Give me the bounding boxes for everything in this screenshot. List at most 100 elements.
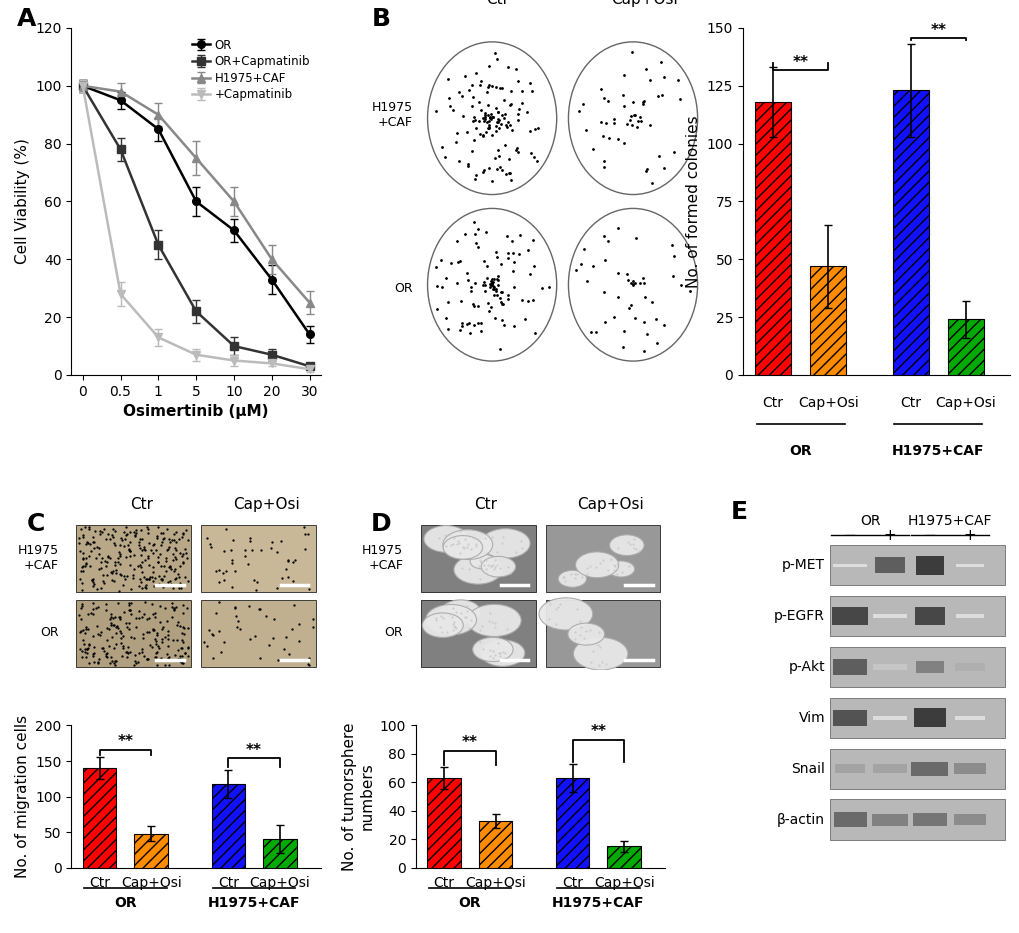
Bar bbox=[872, 664, 906, 670]
Text: **: ** bbox=[590, 723, 606, 739]
Circle shape bbox=[575, 552, 619, 578]
Bar bbox=[947, 319, 982, 375]
Circle shape bbox=[425, 605, 476, 635]
Circle shape bbox=[568, 623, 604, 645]
Bar bbox=[955, 564, 982, 567]
Text: OR: OR bbox=[394, 282, 413, 295]
Text: **: ** bbox=[246, 743, 262, 758]
Circle shape bbox=[480, 640, 525, 666]
Text: Ctr: Ctr bbox=[474, 496, 496, 511]
Circle shape bbox=[481, 556, 515, 577]
Bar bbox=[829, 545, 1004, 586]
Bar bbox=[201, 600, 316, 667]
Circle shape bbox=[467, 605, 521, 636]
Y-axis label: Cell Viability (%): Cell Viability (%) bbox=[14, 138, 30, 264]
Text: Ctr: Ctr bbox=[762, 396, 783, 410]
Text: A: A bbox=[16, 7, 36, 31]
Circle shape bbox=[568, 42, 697, 195]
Text: **: ** bbox=[462, 735, 477, 750]
Circle shape bbox=[568, 208, 697, 361]
Text: Cap+Osi: Cap+Osi bbox=[232, 496, 300, 511]
Text: OR: OR bbox=[789, 444, 811, 458]
Bar bbox=[555, 778, 589, 868]
Text: H1975+CAF: H1975+CAF bbox=[551, 896, 644, 910]
Bar bbox=[427, 778, 461, 868]
Bar bbox=[545, 600, 659, 667]
Bar bbox=[913, 708, 945, 728]
Text: −: − bbox=[843, 528, 856, 543]
Text: H1975+CAF: H1975+CAF bbox=[892, 444, 983, 458]
Bar bbox=[872, 615, 906, 618]
Bar bbox=[829, 800, 1004, 840]
Text: H1975+CAF: H1975+CAF bbox=[208, 896, 300, 910]
Bar bbox=[76, 525, 191, 592]
Bar bbox=[545, 525, 659, 592]
Text: p-EGFR: p-EGFR bbox=[773, 609, 824, 623]
Text: B: B bbox=[371, 7, 390, 31]
Bar bbox=[872, 717, 906, 719]
Circle shape bbox=[573, 637, 628, 670]
Text: Ctr: Ctr bbox=[218, 876, 238, 890]
Text: OR: OR bbox=[114, 896, 137, 910]
Bar bbox=[607, 846, 640, 868]
Circle shape bbox=[442, 530, 492, 560]
Bar bbox=[829, 748, 1004, 789]
Y-axis label: No. of tumorsphere
numbers: No. of tumorsphere numbers bbox=[341, 722, 374, 870]
Text: +: + bbox=[963, 528, 975, 543]
Y-axis label: No. of formed colonies: No. of formed colonies bbox=[686, 115, 701, 287]
Bar bbox=[833, 660, 866, 675]
Text: E: E bbox=[730, 500, 747, 524]
Bar bbox=[829, 698, 1004, 738]
Text: Ctr: Ctr bbox=[89, 876, 110, 890]
Bar bbox=[135, 833, 168, 868]
Bar bbox=[835, 764, 864, 773]
Bar bbox=[911, 761, 948, 776]
Text: OR: OR bbox=[384, 626, 403, 639]
Circle shape bbox=[424, 525, 468, 552]
Text: OR: OR bbox=[459, 896, 481, 910]
Text: Cap+Osi: Cap+Osi bbox=[577, 496, 643, 511]
Circle shape bbox=[443, 536, 482, 559]
Text: +: + bbox=[882, 528, 896, 543]
Text: OR: OR bbox=[41, 626, 59, 639]
Text: Cap+Osi: Cap+Osi bbox=[465, 876, 526, 890]
Circle shape bbox=[440, 600, 480, 624]
Text: H1975
+CAF: H1975 +CAF bbox=[17, 544, 59, 572]
Text: **: ** bbox=[117, 734, 133, 749]
Text: Ctr: Ctr bbox=[561, 876, 583, 890]
Text: p-MET: p-MET bbox=[782, 558, 824, 572]
Text: H1975
+CAF: H1975 +CAF bbox=[362, 544, 403, 572]
Circle shape bbox=[480, 529, 530, 558]
Bar bbox=[955, 615, 983, 618]
Circle shape bbox=[609, 535, 644, 555]
Text: β-actin: β-actin bbox=[776, 813, 824, 827]
Text: **: ** bbox=[929, 23, 946, 38]
Bar bbox=[872, 764, 906, 773]
Text: OR: OR bbox=[859, 514, 879, 528]
Bar bbox=[833, 813, 866, 827]
Legend: OR, OR+Capmatinib, H1975+CAF, +Capmatinib: OR, OR+Capmatinib, H1975+CAF, +Capmatini… bbox=[187, 34, 315, 106]
Bar bbox=[874, 557, 904, 573]
Bar bbox=[833, 710, 866, 726]
Bar bbox=[76, 600, 191, 667]
Bar bbox=[953, 815, 984, 826]
Text: Cap+Osi: Cap+Osi bbox=[593, 876, 654, 890]
Text: H1975
+CAF: H1975 +CAF bbox=[371, 101, 413, 129]
Bar bbox=[421, 600, 535, 667]
X-axis label: Osimertinib (μM): Osimertinib (μM) bbox=[123, 404, 269, 419]
Circle shape bbox=[472, 637, 513, 661]
Text: Vim: Vim bbox=[798, 711, 824, 725]
Bar bbox=[892, 91, 927, 375]
Text: H1975+CAF: H1975+CAF bbox=[907, 514, 991, 528]
Y-axis label: No. of migration cells: No. of migration cells bbox=[14, 715, 30, 878]
Bar bbox=[829, 596, 1004, 636]
Bar bbox=[833, 564, 866, 567]
Circle shape bbox=[470, 554, 494, 569]
Text: Ctr: Ctr bbox=[129, 496, 153, 511]
Bar bbox=[915, 556, 943, 575]
Text: Ctr: Ctr bbox=[433, 876, 454, 890]
Circle shape bbox=[422, 613, 463, 637]
Circle shape bbox=[427, 42, 556, 195]
Text: Snail: Snail bbox=[791, 762, 824, 776]
Bar bbox=[829, 647, 1004, 688]
